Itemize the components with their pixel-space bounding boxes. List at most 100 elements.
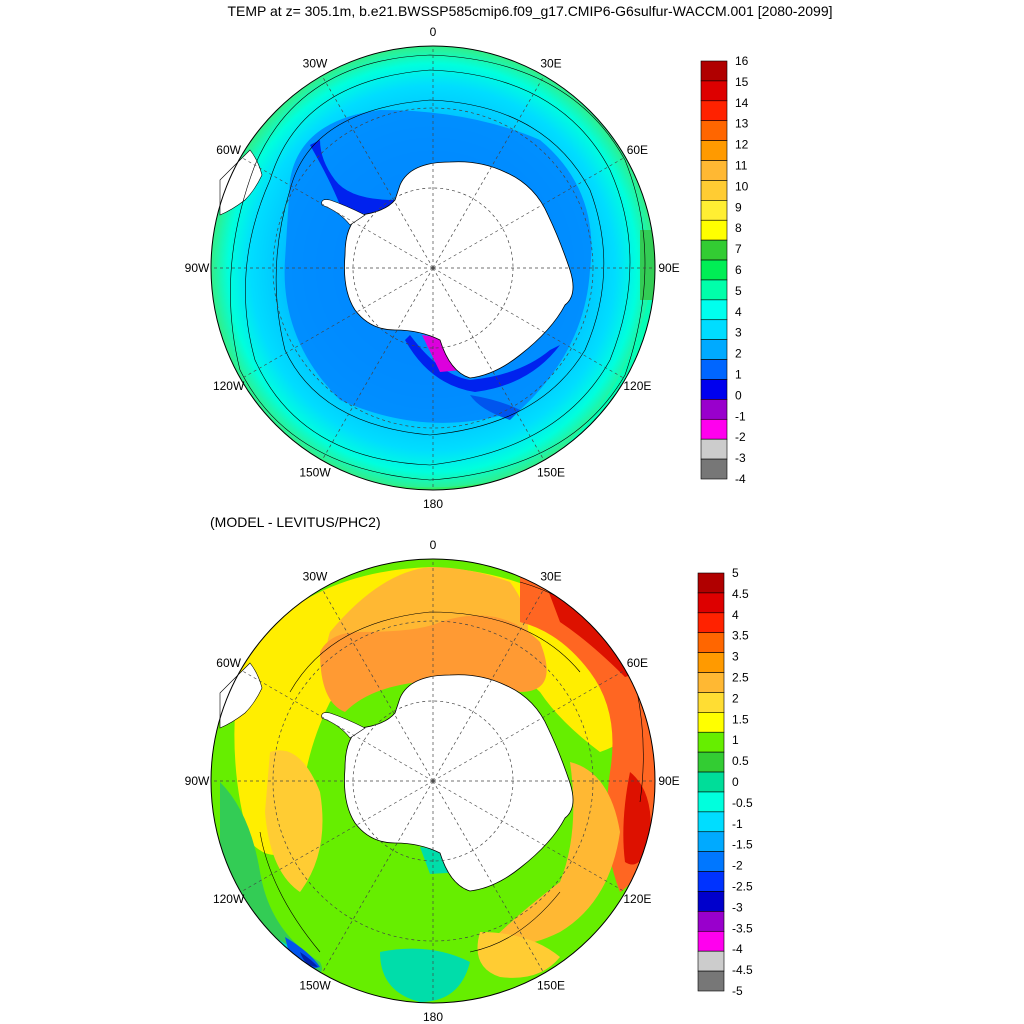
colorbar-label: -3 [735, 451, 746, 465]
temperature-difference-map: 0 30E 60E 90E 120E 150E 180 150W 120W 90W 60W 30W 5… [185, 538, 753, 1024]
longitude-label: 120W [213, 379, 245, 393]
colorbar-swatch [700, 80, 728, 102]
longitude-label: 150E [537, 978, 565, 992]
difference-title: (MODEL - LEVITUS/PHC2) [210, 514, 381, 530]
colorbar-swatch [697, 911, 725, 932]
map-boundary [210, 558, 656, 1004]
colorbar-label: 5 [732, 566, 739, 580]
colorbar-swatch [697, 751, 725, 773]
colorbar-swatch [700, 399, 728, 420]
colorbar-label: 8 [735, 221, 742, 235]
colorbar-swatch [700, 339, 728, 360]
longitude-label: 60W [216, 143, 241, 157]
colorbar-swatch [700, 180, 728, 201]
colorbar-label: 0 [732, 775, 739, 789]
colorbar-swatch [697, 731, 725, 753]
colorbar-label: 12 [735, 138, 749, 152]
colorbar-label: 3 [735, 326, 742, 340]
plot-title: TEMP at z= 305.1m, b.e21.BWSSP585cmip6.f… [227, 3, 833, 19]
colorbar-label: 4.5 [732, 587, 749, 601]
colorbar-label: -5 [732, 984, 743, 998]
longitude-label: 0 [430, 25, 437, 39]
longitude-label: 150W [299, 465, 331, 479]
colorbar-label: 10 [735, 179, 749, 193]
colorbar-label: -4.5 [732, 963, 753, 977]
colorbar-swatch [700, 319, 728, 340]
colorbar-label: 7 [735, 242, 742, 256]
colorbar-swatch [700, 100, 728, 122]
colorbar-label: 5 [735, 284, 742, 298]
colorbar-swatch [700, 200, 728, 221]
colorbar-swatch [700, 458, 728, 480]
colorbar-swatch [700, 160, 728, 181]
colorbar-label: 0 [735, 388, 742, 402]
colorbar-label: -1 [735, 409, 746, 423]
longitude-label: 180 [423, 1010, 443, 1024]
colorbar-label: 14 [735, 96, 749, 110]
colorbar-swatch [700, 279, 728, 301]
colorbar-swatch [697, 891, 725, 912]
longitude-label: 150W [299, 978, 331, 992]
colorbar-swatch [700, 60, 728, 82]
colorbar-label: 9 [735, 200, 742, 214]
colorbar-label: -0.5 [732, 796, 753, 810]
colorbar-label: -2.5 [732, 880, 753, 894]
colorbar-swatch [697, 572, 725, 594]
longitude-label: 120W [213, 892, 245, 906]
colorbar-swatch [697, 712, 725, 733]
longitude-label: 150E [537, 465, 565, 479]
colorbar-swatch [697, 652, 725, 673]
colorbar-label: -3.5 [732, 921, 753, 935]
longitude-label: 120E [623, 379, 651, 393]
longitude-label: 30W [303, 57, 328, 71]
colorbar-swatch [697, 672, 725, 693]
colorbar-label: 1 [735, 368, 742, 382]
colorbar-label: -1 [732, 817, 743, 831]
colorbar-label: 6 [735, 263, 742, 277]
colorbar-swatch [700, 120, 728, 141]
longitude-label: 90E [658, 261, 679, 275]
longitude-label: 60E [627, 143, 648, 157]
colorbar-label: -1.5 [732, 838, 753, 852]
colorbar-label: 15 [735, 75, 749, 89]
colorbar-label: 0.5 [732, 754, 749, 768]
colorbar-label: 11 [735, 159, 748, 173]
longitude-label: 120E [623, 892, 651, 906]
colorbar-swatch [697, 851, 725, 872]
longitude-label: 60E [627, 656, 648, 670]
colorbar-swatch [697, 970, 725, 992]
colorbar-swatch [697, 811, 725, 833]
colorbar-swatch [700, 239, 728, 261]
colorbar-label: 4 [735, 305, 742, 319]
colorbar-swatch [700, 438, 728, 460]
colorbar-swatch [697, 771, 725, 793]
colorbar-swatch [700, 359, 728, 380]
graticule [211, 46, 655, 490]
colorbar: 5 4.5 4 3.5 3 2.5 2 1.5 1 0.5 0 -0.5 -1 -1.5 -2 -2.5 -3 -… [697, 566, 753, 998]
colorbar-swatch [697, 632, 725, 653]
antarctica-landmass [344, 674, 574, 892]
colorbar-swatch [697, 612, 725, 634]
colorbar-label: -3 [732, 900, 743, 914]
colorbar-label: 2 [735, 347, 742, 361]
colorbar-label: 1.5 [732, 712, 749, 726]
colorbar-swatch [700, 219, 728, 241]
antarctica-landmass [344, 161, 574, 379]
colorbar-label: 13 [735, 117, 749, 131]
colorbar-label: -4 [732, 942, 743, 956]
colorbar-swatch [700, 418, 728, 440]
colorbar-label: -2 [735, 430, 746, 444]
colorbar-label: 4 [732, 608, 739, 622]
colorbar-swatch [697, 692, 725, 713]
colorbar-label: -4 [735, 472, 746, 486]
colorbar-label: 1 [732, 733, 739, 747]
longitude-label: 90W [185, 774, 210, 788]
colorbar-label: 3 [732, 650, 739, 664]
colorbar-swatch [697, 791, 725, 813]
colorbar-label: 2.5 [732, 671, 749, 685]
colorbar-swatch [700, 299, 728, 321]
colorbar-swatch [700, 379, 728, 400]
colorbar-swatch [697, 592, 725, 614]
